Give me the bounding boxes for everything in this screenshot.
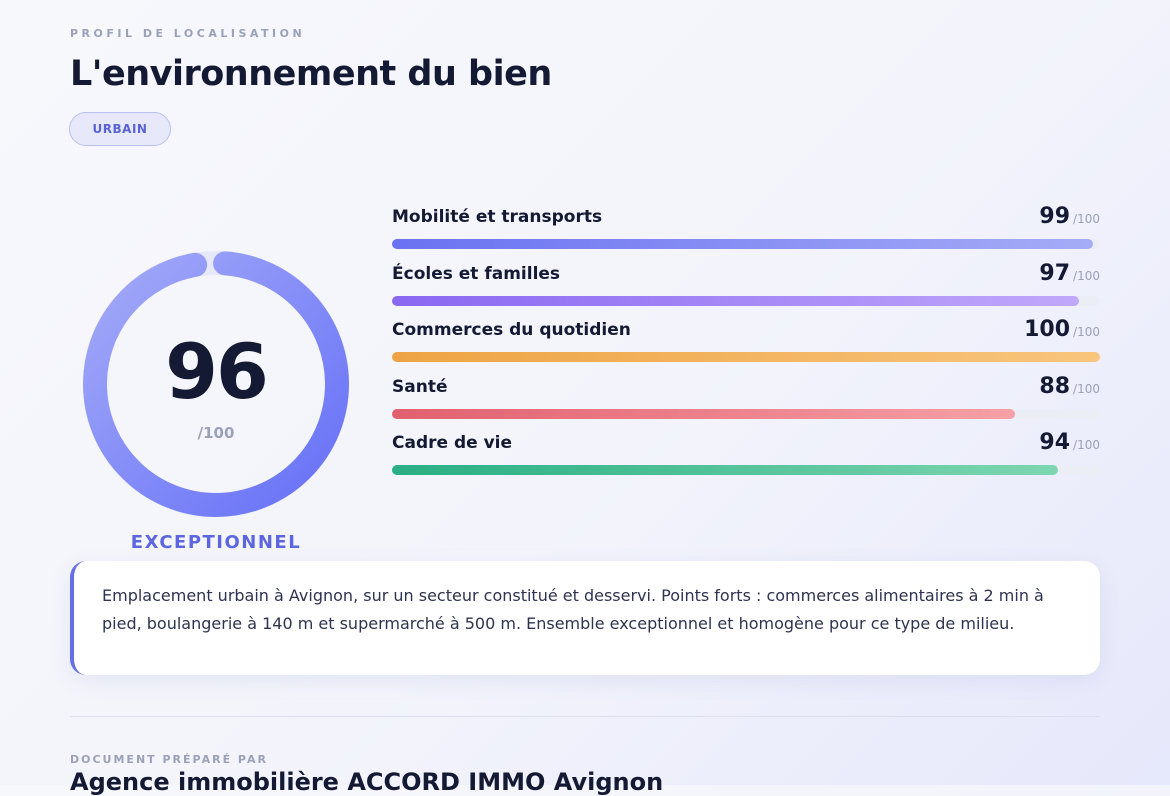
page-title: L'environnement du bien <box>70 54 552 94</box>
prepared-by-label: DOCUMENT PRÉPARÉ PAR <box>70 753 268 766</box>
agency-name: Agence immobilière ACCORD IMMO Avignon <box>70 768 664 796</box>
category-progress-fill <box>392 239 1093 249</box>
category-progress-fill <box>392 352 1100 362</box>
category-progress-track <box>392 408 1100 419</box>
category-score: 94/100 <box>1039 430 1100 455</box>
footer-divider <box>70 716 1100 717</box>
category-label: Santé <box>392 376 448 397</box>
category-score-value: 88 <box>1039 373 1071 399</box>
category-score-value: 100 <box>1024 317 1071 342</box>
category-label: Mobilité et transports <box>392 207 603 227</box>
category-label: Écoles et familles <box>392 263 561 284</box>
overall-rating: EXCEPTIONNEL <box>130 532 302 553</box>
category-progress-track <box>392 352 1100 362</box>
category-score-max: /100 <box>1073 212 1100 226</box>
environment-type-badge: URBAIN <box>69 112 171 146</box>
category-score-value: 99 <box>1039 204 1071 229</box>
section-eyebrow: PROFIL DE LOCALISATION <box>70 27 306 40</box>
category-score: 99/100 <box>1039 204 1100 229</box>
category-row-living: Cadre de vie 94/100 <box>392 430 1100 487</box>
location-summary-card: Emplacement urbain à Avignon, sur un sec… <box>70 561 1100 675</box>
category-score: 88/100 <box>1039 374 1100 399</box>
category-progress-track <box>392 465 1100 475</box>
gauge-ring <box>83 251 349 517</box>
category-progress-fill <box>392 465 1058 475</box>
category-progress-track <box>392 239 1100 249</box>
category-row-schools: Écoles et familles 97/100 <box>392 261 1100 318</box>
category-score-max: /100 <box>1073 381 1100 396</box>
overall-score-value: 96 <box>165 327 269 416</box>
category-progress-fill <box>392 408 1016 419</box>
category-progress-fill <box>392 295 1079 306</box>
category-score: 97/100 <box>1039 261 1100 286</box>
category-score-max: /100 <box>1073 325 1100 339</box>
overall-score-gauge: 96 /100 <box>80 248 352 520</box>
category-row-shops: Commerces du quotidien 100/100 <box>392 317 1100 374</box>
category-progress-track <box>392 295 1100 306</box>
category-score: 100/100 <box>1024 317 1100 342</box>
category-label: Commerces du quotidien <box>392 320 631 340</box>
category-row-health: Santé 88/100 <box>392 374 1100 431</box>
category-score-max: /100 <box>1073 438 1100 452</box>
category-score-value: 94 <box>1039 430 1071 455</box>
category-label: Cadre de vie <box>392 433 513 453</box>
category-score-list: Mobilité et transports 99/100 Écoles et … <box>392 204 1100 487</box>
category-score-value: 97 <box>1039 260 1071 286</box>
category-row-mobility: Mobilité et transports 99/100 <box>392 204 1100 261</box>
gauge-progress-arc <box>83 251 349 517</box>
overall-score-max: /100 <box>197 424 235 442</box>
category-score-max: /100 <box>1073 268 1100 283</box>
